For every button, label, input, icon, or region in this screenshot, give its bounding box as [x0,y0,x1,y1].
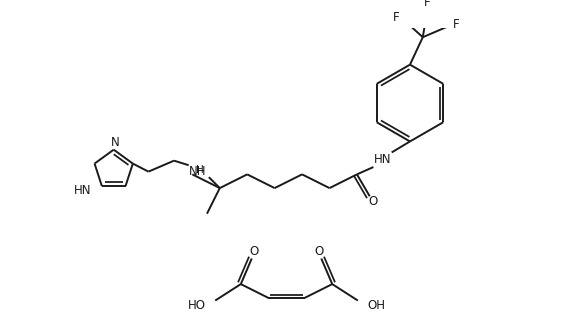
Text: O: O [249,245,258,258]
Text: F: F [424,0,431,9]
Text: OH: OH [367,298,385,312]
Text: HN: HN [73,184,91,197]
Text: O: O [369,195,378,208]
Text: F: F [453,18,459,31]
Text: NH: NH [189,165,207,178]
Text: N: N [111,136,120,149]
Text: HO: HO [188,298,206,312]
Text: HN: HN [374,153,391,166]
Text: O: O [315,245,324,258]
Text: F: F [393,10,400,24]
Text: H: H [196,165,204,175]
